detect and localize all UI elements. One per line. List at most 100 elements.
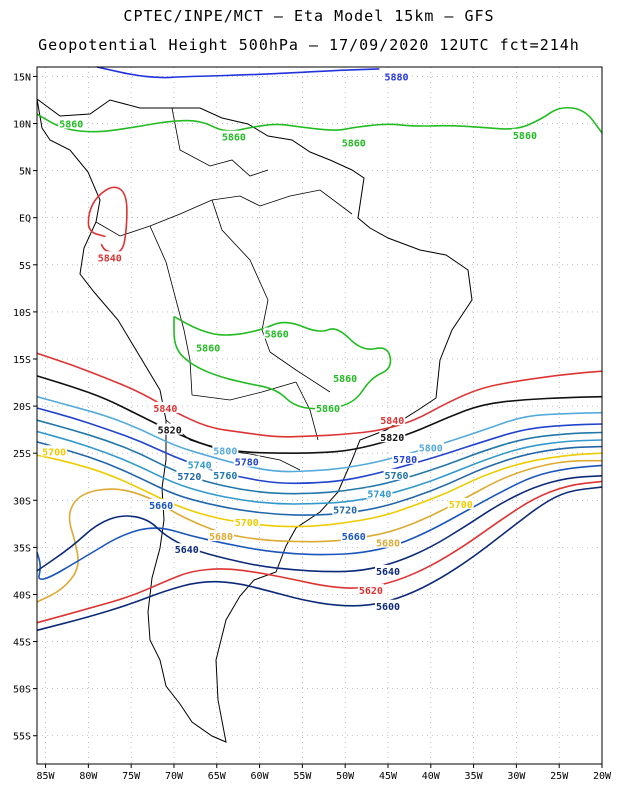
contour-label-5860: 5860: [59, 120, 83, 131]
contour-label-5840: 5840: [380, 416, 404, 427]
contour-label-5740: 5740: [367, 490, 391, 501]
x-axis-ticks: 85W 80W 75W 70W 65W 60W 55W 50W 45W 40W 35W 30W 25W 2…: [37, 764, 612, 782]
y-tick-label: 30S: [13, 496, 31, 507]
contour-label-bg: [332, 503, 359, 515]
x-tick-label: 50W: [336, 771, 355, 782]
x-tick-label: 60W: [251, 771, 270, 782]
contour-label-bg: [41, 445, 68, 457]
contour-label-bg: [173, 543, 200, 555]
x-tick-label: 35W: [465, 771, 484, 782]
contour-5740: [36, 430, 603, 505]
y-tick-label: 45S: [13, 638, 31, 649]
contour-5880: [96, 66, 380, 79]
contour-label-5860: 5860: [342, 138, 366, 149]
contour-label-bg: [208, 530, 235, 542]
contour-label-5820: 5820: [158, 426, 182, 437]
x-tick-label: 40W: [422, 771, 441, 782]
contour-label-bg: [96, 251, 123, 263]
contour-label-bg: [392, 452, 419, 464]
y-tick-label: 40S: [13, 590, 31, 601]
contour-label-5840: 5840: [98, 253, 122, 264]
contour-label-5660: 5660: [149, 501, 173, 512]
y-tick-label: 5N: [19, 167, 31, 178]
contour-label-bg: [315, 401, 342, 413]
contour-label-5860: 5860: [333, 374, 357, 385]
plot-area: [37, 67, 602, 764]
contour-5780: [36, 407, 603, 485]
contour-label-bg: [447, 498, 474, 510]
y-tick-label: EQ: [19, 214, 31, 225]
contour-label-bg: [152, 401, 179, 413]
y-tick-label: 15N: [13, 72, 31, 83]
contour-5700: [36, 452, 603, 528]
contour-label-5600: 5600: [376, 602, 400, 613]
contour-label-5720: 5720: [177, 472, 201, 483]
contour-5760: [36, 419, 603, 495]
contour-label-bg: [417, 441, 444, 453]
contour-label-bg: [195, 341, 222, 353]
chart-title-line-2: Geopotential Height 500hPa – 17/09/2020 …: [38, 36, 580, 54]
contour-label-5700: 5700: [449, 500, 473, 511]
contour-label-5800: 5800: [213, 446, 237, 457]
contour-label-5780: 5780: [393, 455, 417, 466]
country-borders: [95, 107, 353, 471]
contour-label-5700: 5700: [42, 447, 66, 458]
contour-label-bg: [366, 487, 393, 499]
x-tick-label: 85W: [37, 771, 56, 782]
contour-5860: [36, 106, 603, 134]
contour-label-5640: 5640: [376, 567, 400, 578]
contour-label-bg: [156, 423, 183, 435]
x-tick-label: 25W: [550, 771, 569, 782]
contour-label-5860: 5860: [265, 330, 289, 341]
contour-5720: [36, 441, 603, 516]
contour-label-bg: [332, 371, 359, 383]
contour-label-bg: [233, 515, 260, 527]
x-tick-label: 55W: [293, 771, 312, 782]
y-tick-label: 55S: [13, 732, 31, 743]
contour-5840: [36, 352, 603, 438]
contour-labels: 5880 5860 5860 5860 5860 5860 5860 5860 5860 5840…: [41, 70, 538, 613]
contour-label-bg: [379, 431, 406, 443]
contour-label-bg: [212, 468, 239, 480]
contour-label-bg: [340, 530, 367, 542]
contour-5860: [173, 315, 392, 410]
contour-5800: [36, 395, 603, 473]
contour-label-5640: 5640: [175, 545, 199, 556]
contour-label-bg: [383, 468, 410, 480]
contour-label-bg: [263, 327, 290, 339]
x-tick-label: 20W: [593, 771, 612, 782]
x-tick-label: 80W: [79, 771, 98, 782]
contour-label-5760: 5760: [213, 471, 237, 482]
y-tick-label: 25S: [13, 449, 31, 460]
contour-5660: [36, 464, 603, 581]
contour-label-bg: [383, 70, 410, 82]
x-tick-label: 70W: [165, 771, 184, 782]
y-tick-label: 10N: [13, 120, 31, 131]
y-tick-label: 10S: [13, 308, 31, 319]
contour-5840: [87, 186, 128, 254]
south-america-land: [36, 97, 473, 743]
x-tick-label: 30W: [507, 771, 526, 782]
contour-label-bg: [186, 458, 213, 470]
contour-label-bg: [176, 469, 203, 481]
x-tick-label: 45W: [379, 771, 398, 782]
height-contours: [36, 66, 603, 632]
contour-5600: [36, 486, 603, 632]
contour-label-bg: [374, 564, 401, 576]
contour-label-bg: [374, 599, 401, 611]
contour-label-5860: 5860: [316, 404, 340, 415]
contour-label-bg: [374, 536, 401, 548]
contour-label-5820: 5820: [380, 433, 404, 444]
contour-5620: [36, 480, 603, 624]
south-america-coastline: [36, 97, 473, 743]
contour-5640: [36, 475, 603, 573]
contour-label-5620: 5620: [359, 586, 383, 597]
contour-label-5680: 5680: [376, 539, 400, 550]
contour-label-5780: 5780: [235, 458, 259, 469]
contour-label-bg: [58, 117, 85, 129]
y-tick-label: 50S: [13, 685, 31, 696]
y-tick-label: 20S: [13, 402, 31, 413]
contour-label-bg: [511, 128, 538, 140]
contour-label-bg: [148, 498, 175, 510]
contour-label-bg: [212, 444, 239, 456]
